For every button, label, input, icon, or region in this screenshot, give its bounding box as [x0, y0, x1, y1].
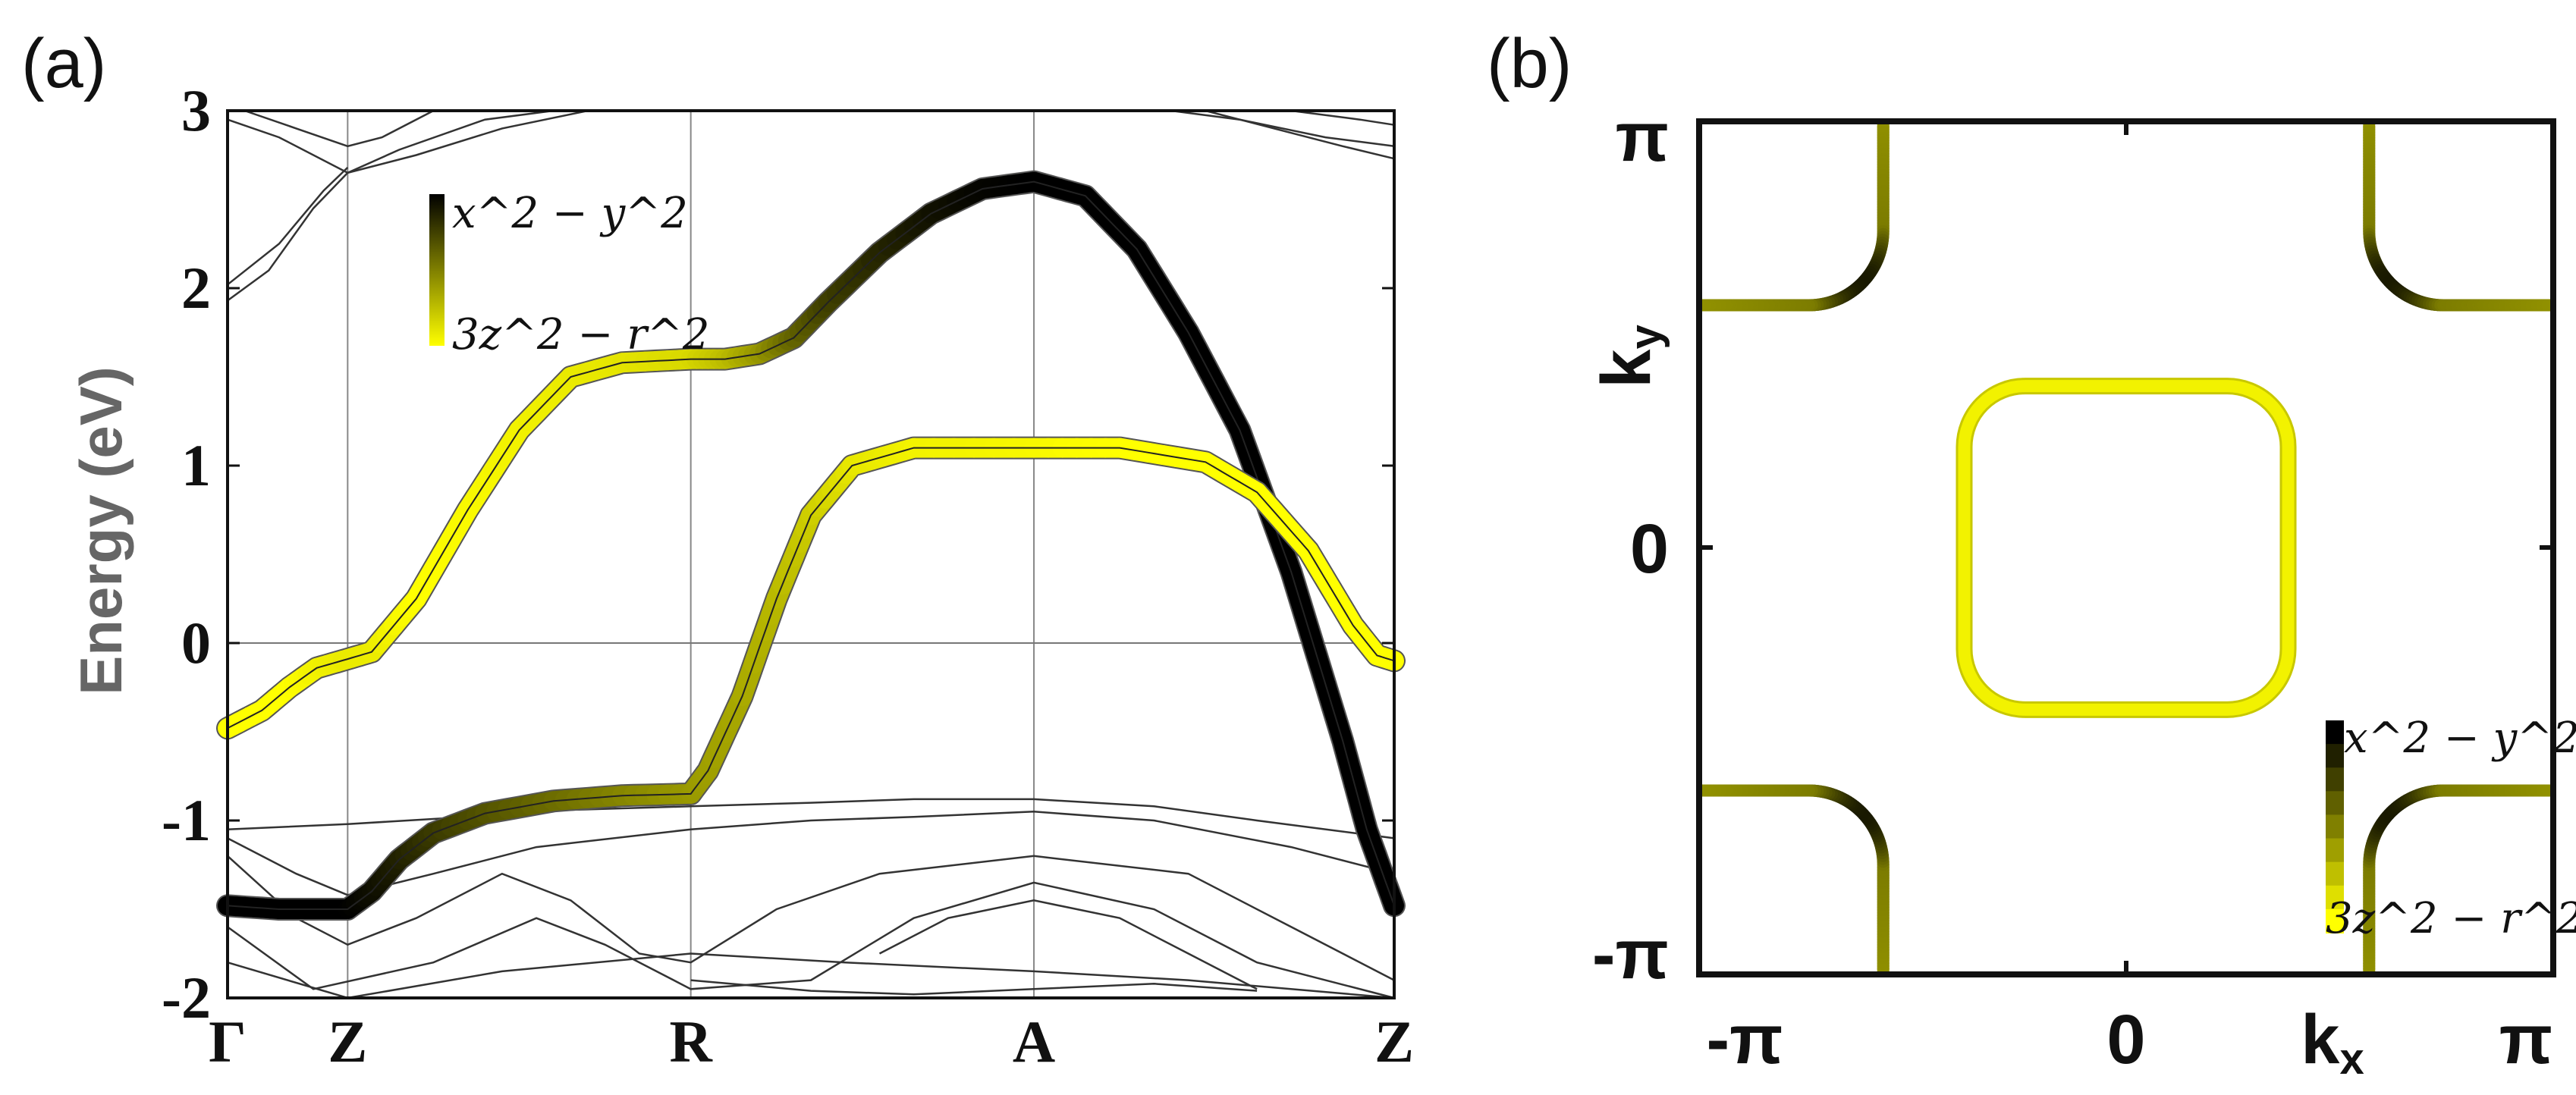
- panel-a-legend-colorbar: [429, 194, 445, 346]
- panel-b-legend-step: [2326, 885, 2344, 910]
- panel-a-background-band: [227, 855, 1395, 981]
- panel-b-xlabel-sub: x: [2339, 1034, 2364, 1084]
- panel-a-background-band: [227, 811, 1395, 896]
- panel-b-frame: [1696, 118, 2556, 977]
- panel-a-background-band: [227, 881, 1395, 999]
- panel-b-legend-step: [2326, 720, 2344, 745]
- panel-a-ytick-label: 2: [181, 255, 211, 321]
- panel-b-ytick-top: π: [1616, 99, 1669, 176]
- panel-a-band-centerline: [227, 447, 1395, 910]
- panel-a-background-band: [244, 109, 434, 148]
- panel-b-ytick-mid: 0: [1630, 510, 1669, 588]
- panel-b-xtick-mid: 0: [2106, 1001, 2145, 1078]
- panel-b-plot: [1696, 118, 2556, 977]
- panel-b-inner-pocket: [1958, 380, 2295, 716]
- panel-a-background-band: [690, 979, 1258, 996]
- panel-b-inner-pocket-outline: [1956, 378, 2297, 718]
- panel-a-band-1: [216, 170, 1406, 918]
- panel-a-frame: [226, 109, 1396, 999]
- panel-b-xtick-left: -π: [1706, 1001, 1783, 1078]
- panel-b-legend-step: [2326, 814, 2344, 839]
- panel-a-ytick-label: 0: [181, 610, 211, 676]
- panel-a-background-band: [227, 166, 349, 286]
- panel-b-legend-step: [2326, 767, 2344, 792]
- panel-b-xlabel-k: k: [2301, 1001, 2340, 1078]
- panel-a-background-band: [878, 899, 1258, 990]
- panel-a-ytick-label: 1: [181, 432, 211, 498]
- panel-a-vlines: [228, 111, 1394, 998]
- panel-b-legend-top: x^2 − y^2: [2344, 714, 2576, 763]
- panel-a-kpoint-label: Z: [328, 1009, 367, 1075]
- panel-a-ytick-label: 3: [181, 77, 211, 143]
- panel-a-background-band: [1205, 109, 1395, 160]
- panel-b-xlabel: kx: [2301, 1001, 2364, 1084]
- panel-a-kpoint-label: Γ: [209, 1009, 247, 1075]
- panel-a-ytick-label: -1: [162, 787, 211, 853]
- panel-a-ylabel: Energy (eV): [68, 366, 134, 695]
- panel-b-corner-pocket: [2363, 118, 2556, 312]
- panel-a-kpoint-label: Z: [1374, 1009, 1414, 1075]
- panel-b-ylabel-sub: y: [1621, 325, 1670, 349]
- panel-b-legend-bottom: 3z^2 − r^2: [2326, 894, 2576, 943]
- panel-a-background-band: [227, 952, 1395, 999]
- panel-a-kpoint-label: R: [670, 1009, 714, 1075]
- panel-b-ylabel-text: ky: [1588, 325, 1670, 387]
- panel-b-legend-step: [2326, 908, 2344, 933]
- panel-b-xtick-right: π: [2499, 1001, 2552, 1078]
- panel-a-legend-bottom: 3z^2 − r^2: [452, 310, 710, 359]
- panel-b-corner-pocket: [1696, 118, 1890, 312]
- panel-b-legend-colorbar: [2326, 720, 2344, 933]
- panel-b-corner-pocket: [2363, 784, 2556, 977]
- panel-a-label: (a): [21, 25, 106, 102]
- panel-b-ytick-bottom: -π: [1592, 916, 1669, 993]
- panel-b-legend-step: [2326, 744, 2344, 769]
- panel-a-ticks: -2 -1 0 1 2 3 Γ Z R A Z: [162, 77, 1414, 1075]
- panel-a-legend-top: x^2 − y^2: [452, 189, 688, 238]
- panel-b-ylabel: ky: [1588, 325, 1670, 387]
- panel-b-legend-step: [2326, 791, 2344, 816]
- panel-a-kpoint-label: A: [1013, 1009, 1055, 1075]
- panel-a-background-bands: [227, 109, 1395, 999]
- panel-a-background-band: [227, 798, 1395, 839]
- panel-a-background-band: [1170, 109, 1395, 148]
- panel-a-ytick-label: -2: [162, 965, 211, 1031]
- panel-b-fermi-surface: [1696, 118, 2556, 977]
- panel-a-plot: -2 -1 0 1 2 3 Γ Z R A Z: [162, 77, 1414, 1075]
- panel-b-corner-pocket: [1696, 784, 1890, 977]
- panel-b-ylabel-k: k: [1588, 349, 1665, 388]
- panel-a-projected-bands: [216, 170, 1406, 921]
- panel-a-band-2: [216, 436, 1406, 921]
- panel-a-background-band: [227, 109, 554, 174]
- panel-a-background-band: [1291, 109, 1395, 126]
- panel-b-legend-step: [2326, 861, 2344, 886]
- panel-b-label: (b): [1487, 25, 1572, 102]
- panel-b-legend-step: [2326, 838, 2344, 863]
- panel-a-band-centerline: [227, 180, 1395, 906]
